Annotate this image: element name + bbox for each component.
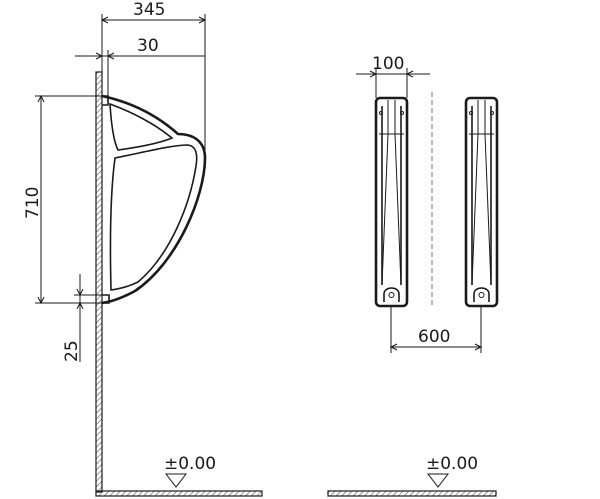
svg-text:±0.00: ±0.00	[426, 454, 478, 474]
svg-text:±0.00: ±0.00	[164, 454, 216, 474]
level-marker-left: ±0.00	[164, 454, 216, 488]
dim-25-label: 25	[62, 340, 82, 362]
bracket-left	[374, 96, 409, 308]
dim-30-label: 30	[137, 36, 159, 56]
urinal-inner-bowl	[109, 144, 198, 291]
dim-710-label: 710	[23, 187, 43, 219]
urinal-inner-top	[109, 102, 174, 151]
floor-left	[95, 490, 263, 497]
floor-right	[327, 490, 497, 497]
front-view: 100 600 ±0.00	[327, 54, 499, 497]
side-view: 345 30 710 25 ±0.00	[23, 0, 263, 497]
dim-600-label: 600	[418, 327, 450, 347]
bracket-right	[464, 96, 499, 308]
wall	[95, 71, 103, 493]
level-marker-right: ±0.00	[426, 454, 478, 488]
dim-345-label: 345	[133, 0, 165, 20]
dim-100-label: 100	[372, 54, 404, 74]
urinal-outline	[101, 94, 207, 305]
